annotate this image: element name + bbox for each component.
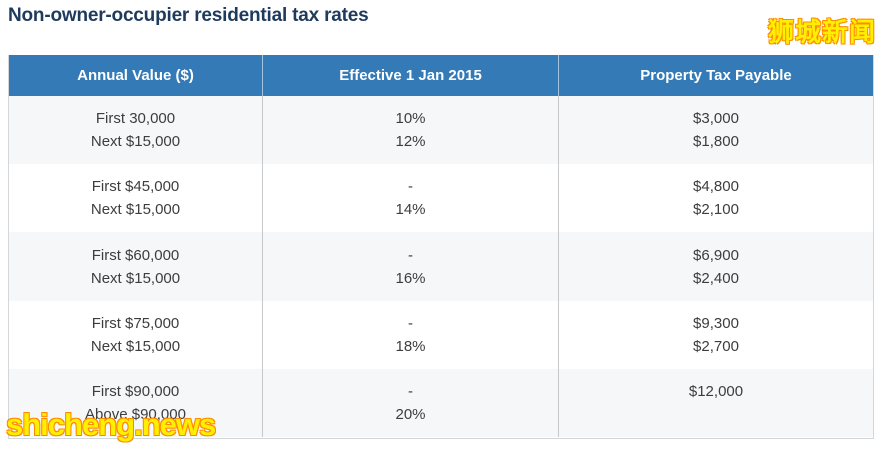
table-cell-line: 18% [395,337,426,355]
table-cell: $3,000 $1,800 [558,96,873,165]
column-header-effective-date: Effective 1 Jan 2015 [262,55,558,96]
table-cell-line: First $75,000 [91,314,180,332]
table-cell: $4,800 $2,100 [558,164,873,233]
table-cell-line: 10% [395,110,426,128]
table-cell: $9,300 $2,700 [558,300,873,369]
table-cell: First $45,000 Next $15,000 [9,164,262,232]
table-cell-line: - [408,178,413,196]
table-cell-line: $9,300 [693,314,739,332]
table-row-group: First $90,000 Above $90,000 - 20% $12,000 [9,368,873,438]
table-row-group: First $60,000 Next $15,000 - 16% $6,900 $2,40… [9,232,873,301]
table-cell: First $75,000 Next $15,000 [9,301,262,369]
table-cell: - 14% [262,164,558,233]
table-cell-line: $12,000 [688,382,744,400]
table-cell-line: Next $15,000 [90,201,181,219]
table-cell-line: First $90,000 [91,382,180,400]
table-cell-line: Above $90,000 [85,405,186,423]
table-cell-line: 16% [395,269,426,287]
table-body: First 30,000 Next $15,000 10% 12% $3,000 $1,8… [9,96,873,438]
column-header-annual-value: Annual Value ($) [77,67,194,84]
table-cell-line: - [408,246,413,264]
table-cell-line: 14% [395,201,426,219]
column-header-property-tax-payable: Property Tax Payable [558,55,873,96]
table-cell-line: $2,100 [693,201,739,219]
table-cell: $6,900 $2,400 [558,232,873,301]
table-cell-line: Next $15,000 [90,133,181,151]
table-cell-line: 12% [395,133,426,151]
table-cell-line: Next $15,000 [90,337,181,355]
table-cell: 10% 12% [262,96,558,165]
table-row-group: First 30,000 Next $15,000 10% 12% $3,000 $1,8… [9,96,873,165]
table-cell-line: First $45,000 [91,178,180,196]
table-cell: - 18% [262,300,558,369]
table-cell-line: - [408,314,413,332]
table-cell: - 20% [262,368,558,438]
table-cell: $12,000 [558,368,873,438]
table-header-row: Annual Value ($) Effective 1 Jan 2015 Pr… [9,55,873,96]
table-row-group: First $75,000 Next $15,000 - 18% $9,300 $2,70… [9,300,873,369]
tax-rates-table: Annual Value ($) Effective 1 Jan 2015 Pr… [8,55,874,439]
table-cell-line: 20% [395,405,426,423]
table-cell-line: $2,400 [693,269,739,287]
table-cell-line: Next $15,000 [90,269,181,287]
page-title: Non-owner-occupier residential tax rates [8,5,369,26]
table-cell-line: $2,700 [693,337,739,355]
table-cell-line: First 30,000 [95,110,176,128]
table-cell-line: $6,900 [693,246,739,264]
table-cell: First 30,000 Next $15,000 [9,96,262,164]
table-cell-line: $1,800 [693,133,739,151]
watermark-top-right: 狮城新闻 [767,17,876,47]
table-cell: First $90,000 Above $90,000 [9,369,262,437]
table-cell: First $60,000 Next $15,000 [9,232,262,300]
table-cell-line: - [408,382,413,400]
table-cell-line: $4,800 [693,178,739,196]
table-cell: - 16% [262,232,558,301]
table-cell-line: First $60,000 [91,246,180,264]
table-row-group: First $45,000 Next $15,000 - 14% $4,800 $2,10… [9,164,873,233]
table-cell-line: $3,000 [693,110,739,128]
